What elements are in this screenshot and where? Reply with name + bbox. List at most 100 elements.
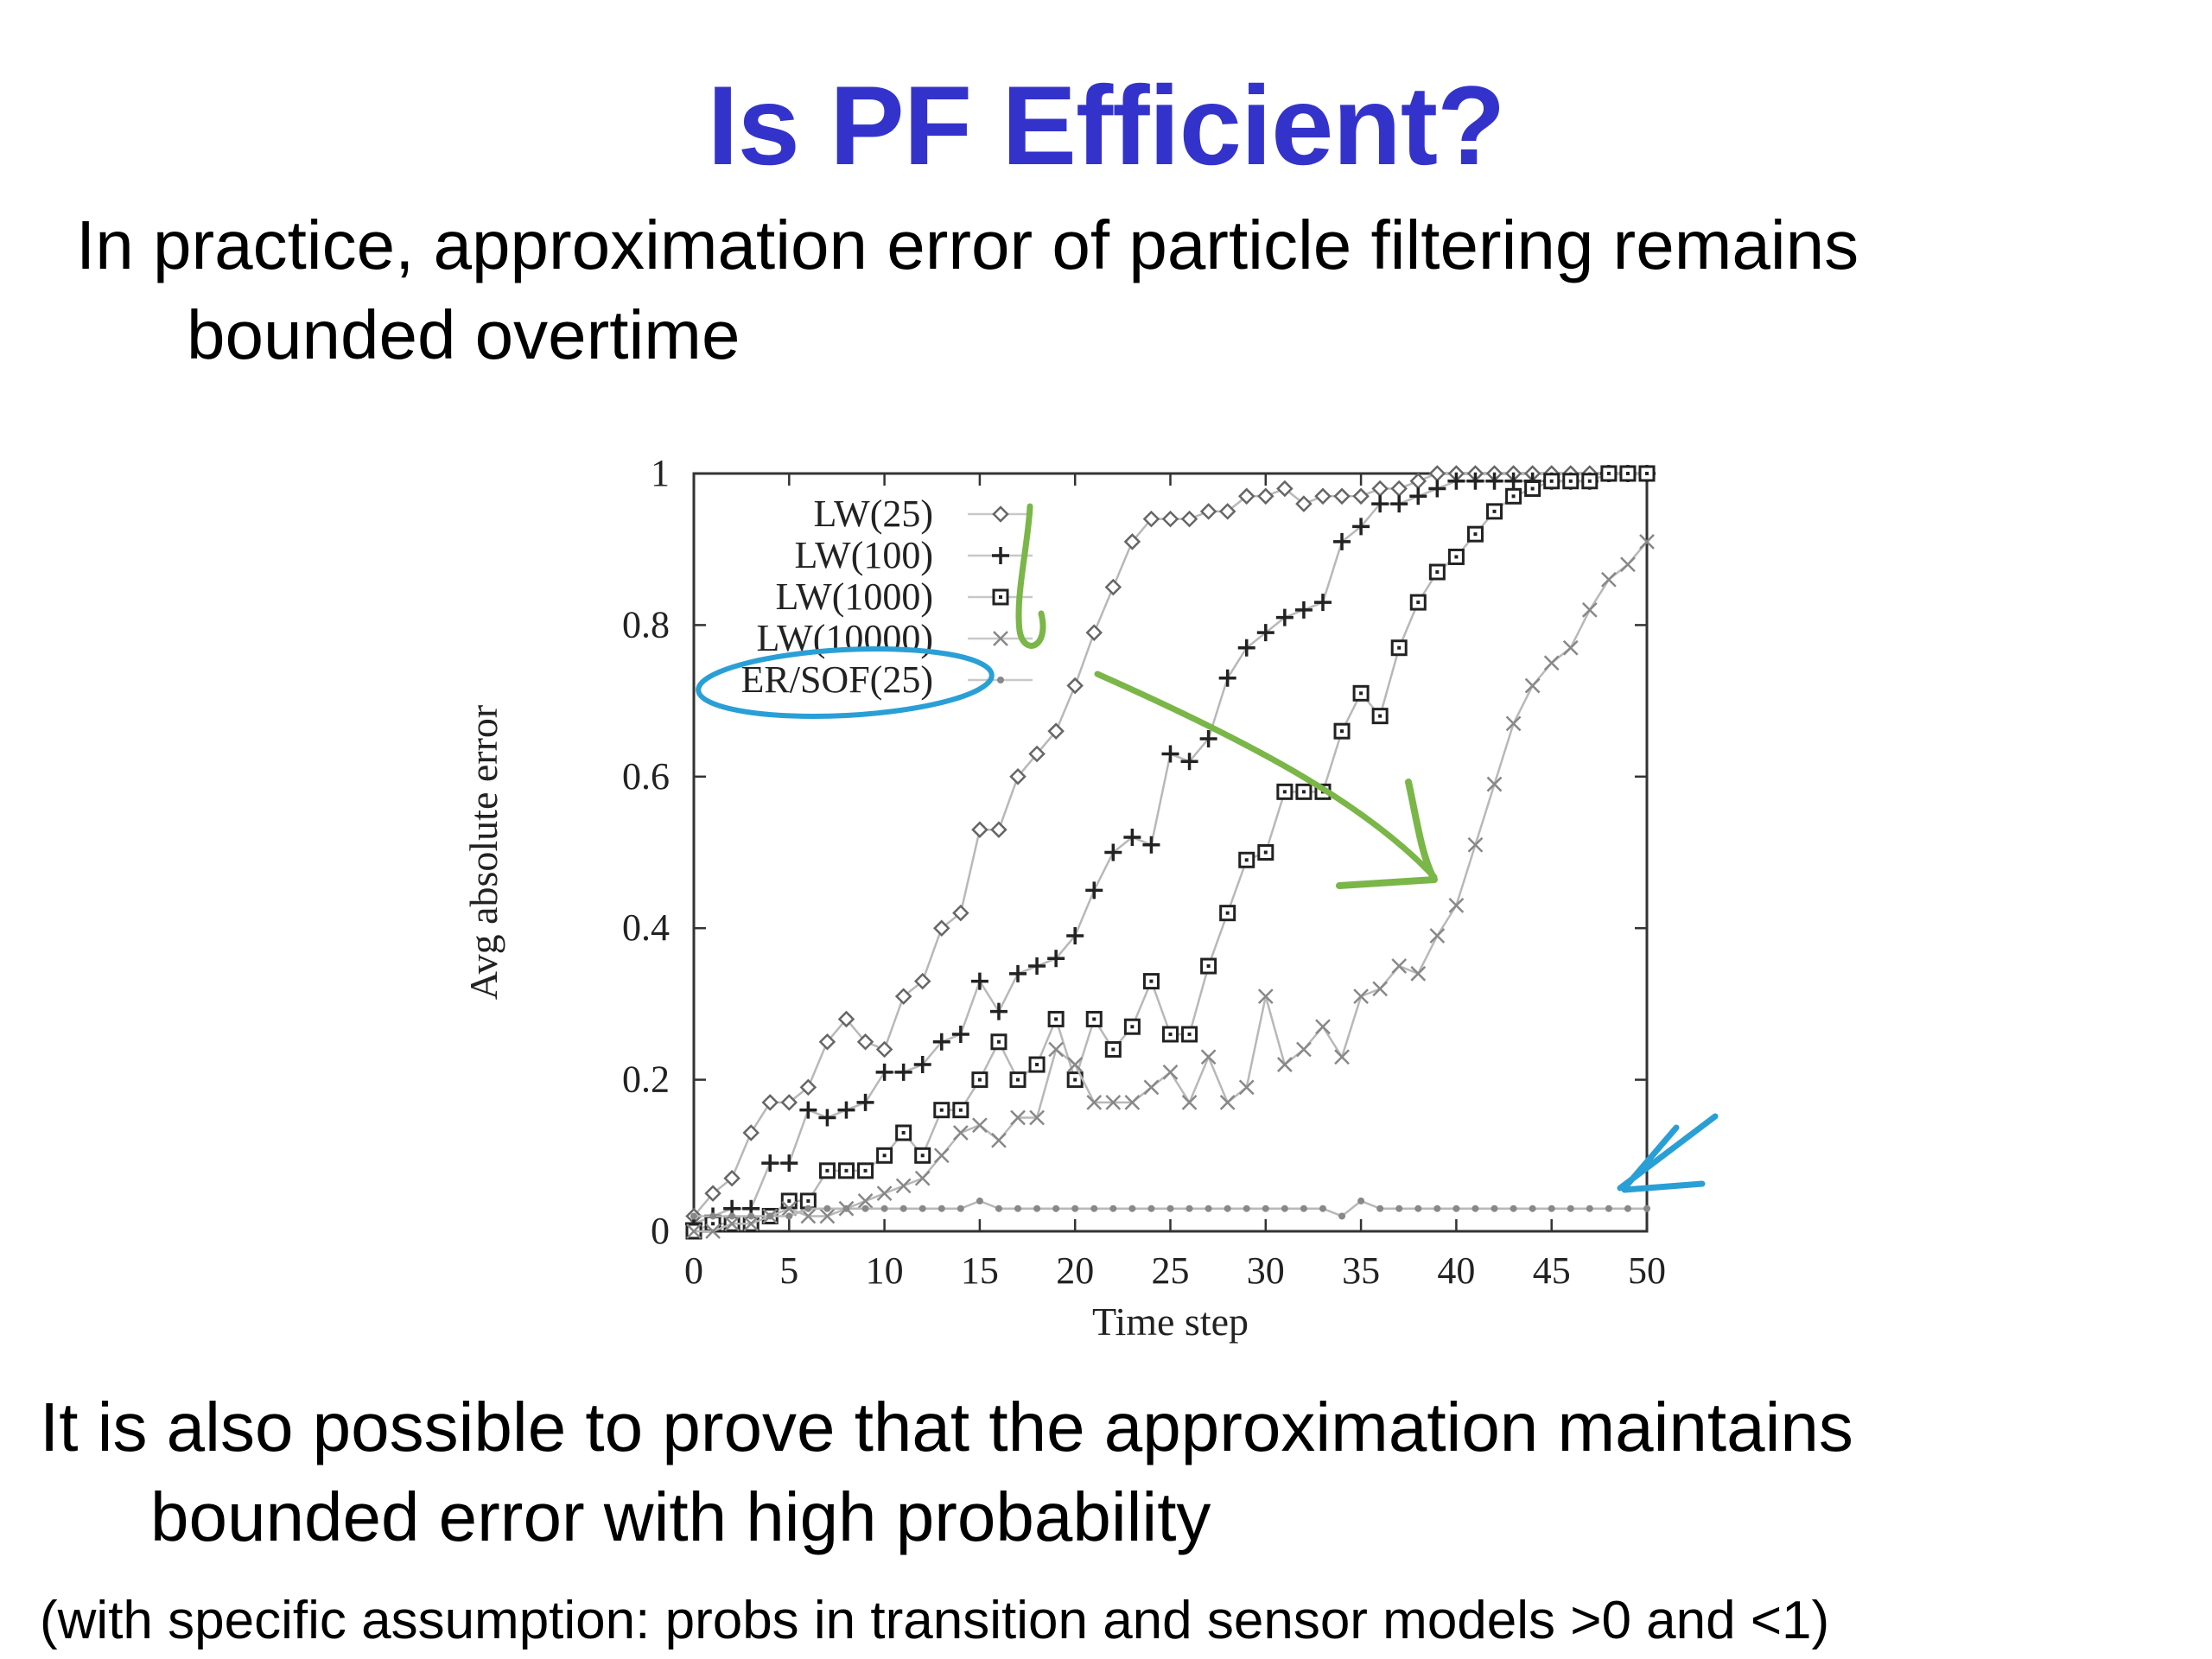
data-point — [761, 1154, 779, 1173]
data-point — [1205, 1205, 1212, 1212]
data-point — [1357, 1197, 1365, 1205]
data-point — [1486, 776, 1503, 792]
data-point — [818, 1033, 836, 1051]
y-tick-label: 0.6 — [622, 755, 670, 798]
data-point — [823, 1205, 831, 1212]
legend-marker — [993, 631, 1008, 646]
x-tick-label: 45 — [1533, 1249, 1571, 1292]
legend-marker — [997, 677, 1004, 683]
data-point — [933, 919, 950, 937]
y-tick-label: 0 — [651, 1210, 670, 1252]
data-point — [1128, 1205, 1136, 1212]
data-point — [1409, 473, 1427, 490]
data-point — [951, 1025, 969, 1043]
data-point — [1067, 1057, 1084, 1072]
data-point — [709, 1212, 717, 1220]
data-point — [837, 1010, 855, 1028]
chart-axes: 0 5 10 15 20 25 30 35 40 45 50 0 0.2 0.4 0.6 0.8 1 Time s… — [461, 452, 1666, 1344]
series-er-sof-25- — [690, 1197, 1650, 1220]
data-point — [780, 1154, 798, 1173]
data-point — [1586, 1205, 1593, 1212]
x-tick-label: 5 — [779, 1249, 798, 1292]
data-point — [1238, 851, 1255, 868]
data-point — [1123, 1018, 1141, 1035]
data-point — [1600, 571, 1617, 588]
data-point — [1414, 1205, 1422, 1212]
data-point — [1372, 981, 1389, 997]
series-lw-1000- — [685, 465, 1656, 1240]
data-point — [1562, 473, 1580, 490]
data-point — [1447, 548, 1465, 565]
data-point — [876, 1147, 893, 1164]
x-tick-label: 50 — [1628, 1249, 1666, 1292]
x-tick-label: 30 — [1247, 1249, 1285, 1292]
data-point — [913, 1056, 931, 1074]
data-point — [1333, 722, 1351, 740]
data-point — [1143, 1079, 1160, 1096]
data-point — [1409, 594, 1427, 611]
data-point — [1543, 655, 1560, 671]
data-point — [1638, 465, 1656, 482]
data-point — [1123, 828, 1141, 846]
data-point — [895, 1178, 912, 1194]
slide-title: Is PF Efficient? — [707, 62, 1505, 188]
data-point — [1352, 518, 1370, 536]
data-point — [1605, 1205, 1612, 1212]
data-point — [1510, 1205, 1517, 1212]
data-point — [1047, 950, 1065, 968]
data-point — [837, 1101, 855, 1119]
bullet-prove-line2: bounded error with high probability — [150, 1478, 1211, 1555]
x-tick-label: 35 — [1342, 1249, 1380, 1292]
data-point — [1491, 1205, 1498, 1212]
data-point — [747, 1212, 755, 1220]
data-point — [1428, 480, 1446, 498]
data-point — [1052, 1205, 1060, 1212]
series-markers — [690, 1197, 1650, 1220]
data-point — [1048, 1041, 1065, 1058]
data-point — [1338, 1212, 1346, 1220]
data-point — [1353, 988, 1369, 1005]
data-point — [1256, 624, 1274, 642]
data-point — [1047, 1010, 1065, 1027]
bullet-prove-line1: It is also possible to prove that the ap… — [40, 1389, 1853, 1465]
data-point — [971, 1071, 988, 1089]
data-point — [1624, 1205, 1631, 1212]
data-point — [1219, 1095, 1236, 1110]
data-point — [895, 1124, 912, 1141]
data-point — [766, 1212, 774, 1220]
data-point — [723, 1169, 741, 1187]
chart-series — [685, 465, 1656, 1240]
data-point — [837, 1162, 855, 1179]
data-point — [1409, 487, 1427, 505]
x-axis-label: Time step — [1092, 1300, 1249, 1344]
data-point — [880, 1205, 888, 1212]
data-point — [952, 1102, 969, 1119]
data-point — [1275, 608, 1294, 626]
data-point — [913, 972, 931, 990]
data-point — [1071, 1205, 1079, 1212]
data-point — [842, 1205, 850, 1212]
data-point — [952, 904, 969, 922]
data-point — [1376, 1205, 1384, 1212]
data-point — [1485, 472, 1503, 490]
data-point — [1315, 1019, 1331, 1035]
data-point — [1295, 495, 1313, 512]
data-point — [1428, 563, 1446, 581]
data-point — [1009, 768, 1027, 785]
data-point — [1276, 480, 1294, 498]
data-point — [976, 1197, 983, 1205]
x-tick-label: 20 — [1056, 1249, 1094, 1292]
data-point — [1371, 480, 1389, 498]
data-point — [724, 1216, 741, 1232]
data-point — [1276, 1057, 1293, 1072]
data-point — [1334, 1049, 1350, 1065]
data-point — [1504, 472, 1522, 490]
data-point — [1643, 1205, 1650, 1212]
data-point — [1142, 836, 1160, 854]
data-point — [1471, 1205, 1479, 1212]
data-point — [1090, 1205, 1098, 1212]
data-point — [1243, 1205, 1250, 1212]
data-point — [1429, 928, 1446, 944]
data-point — [1319, 1205, 1326, 1212]
data-point — [1147, 1205, 1155, 1212]
